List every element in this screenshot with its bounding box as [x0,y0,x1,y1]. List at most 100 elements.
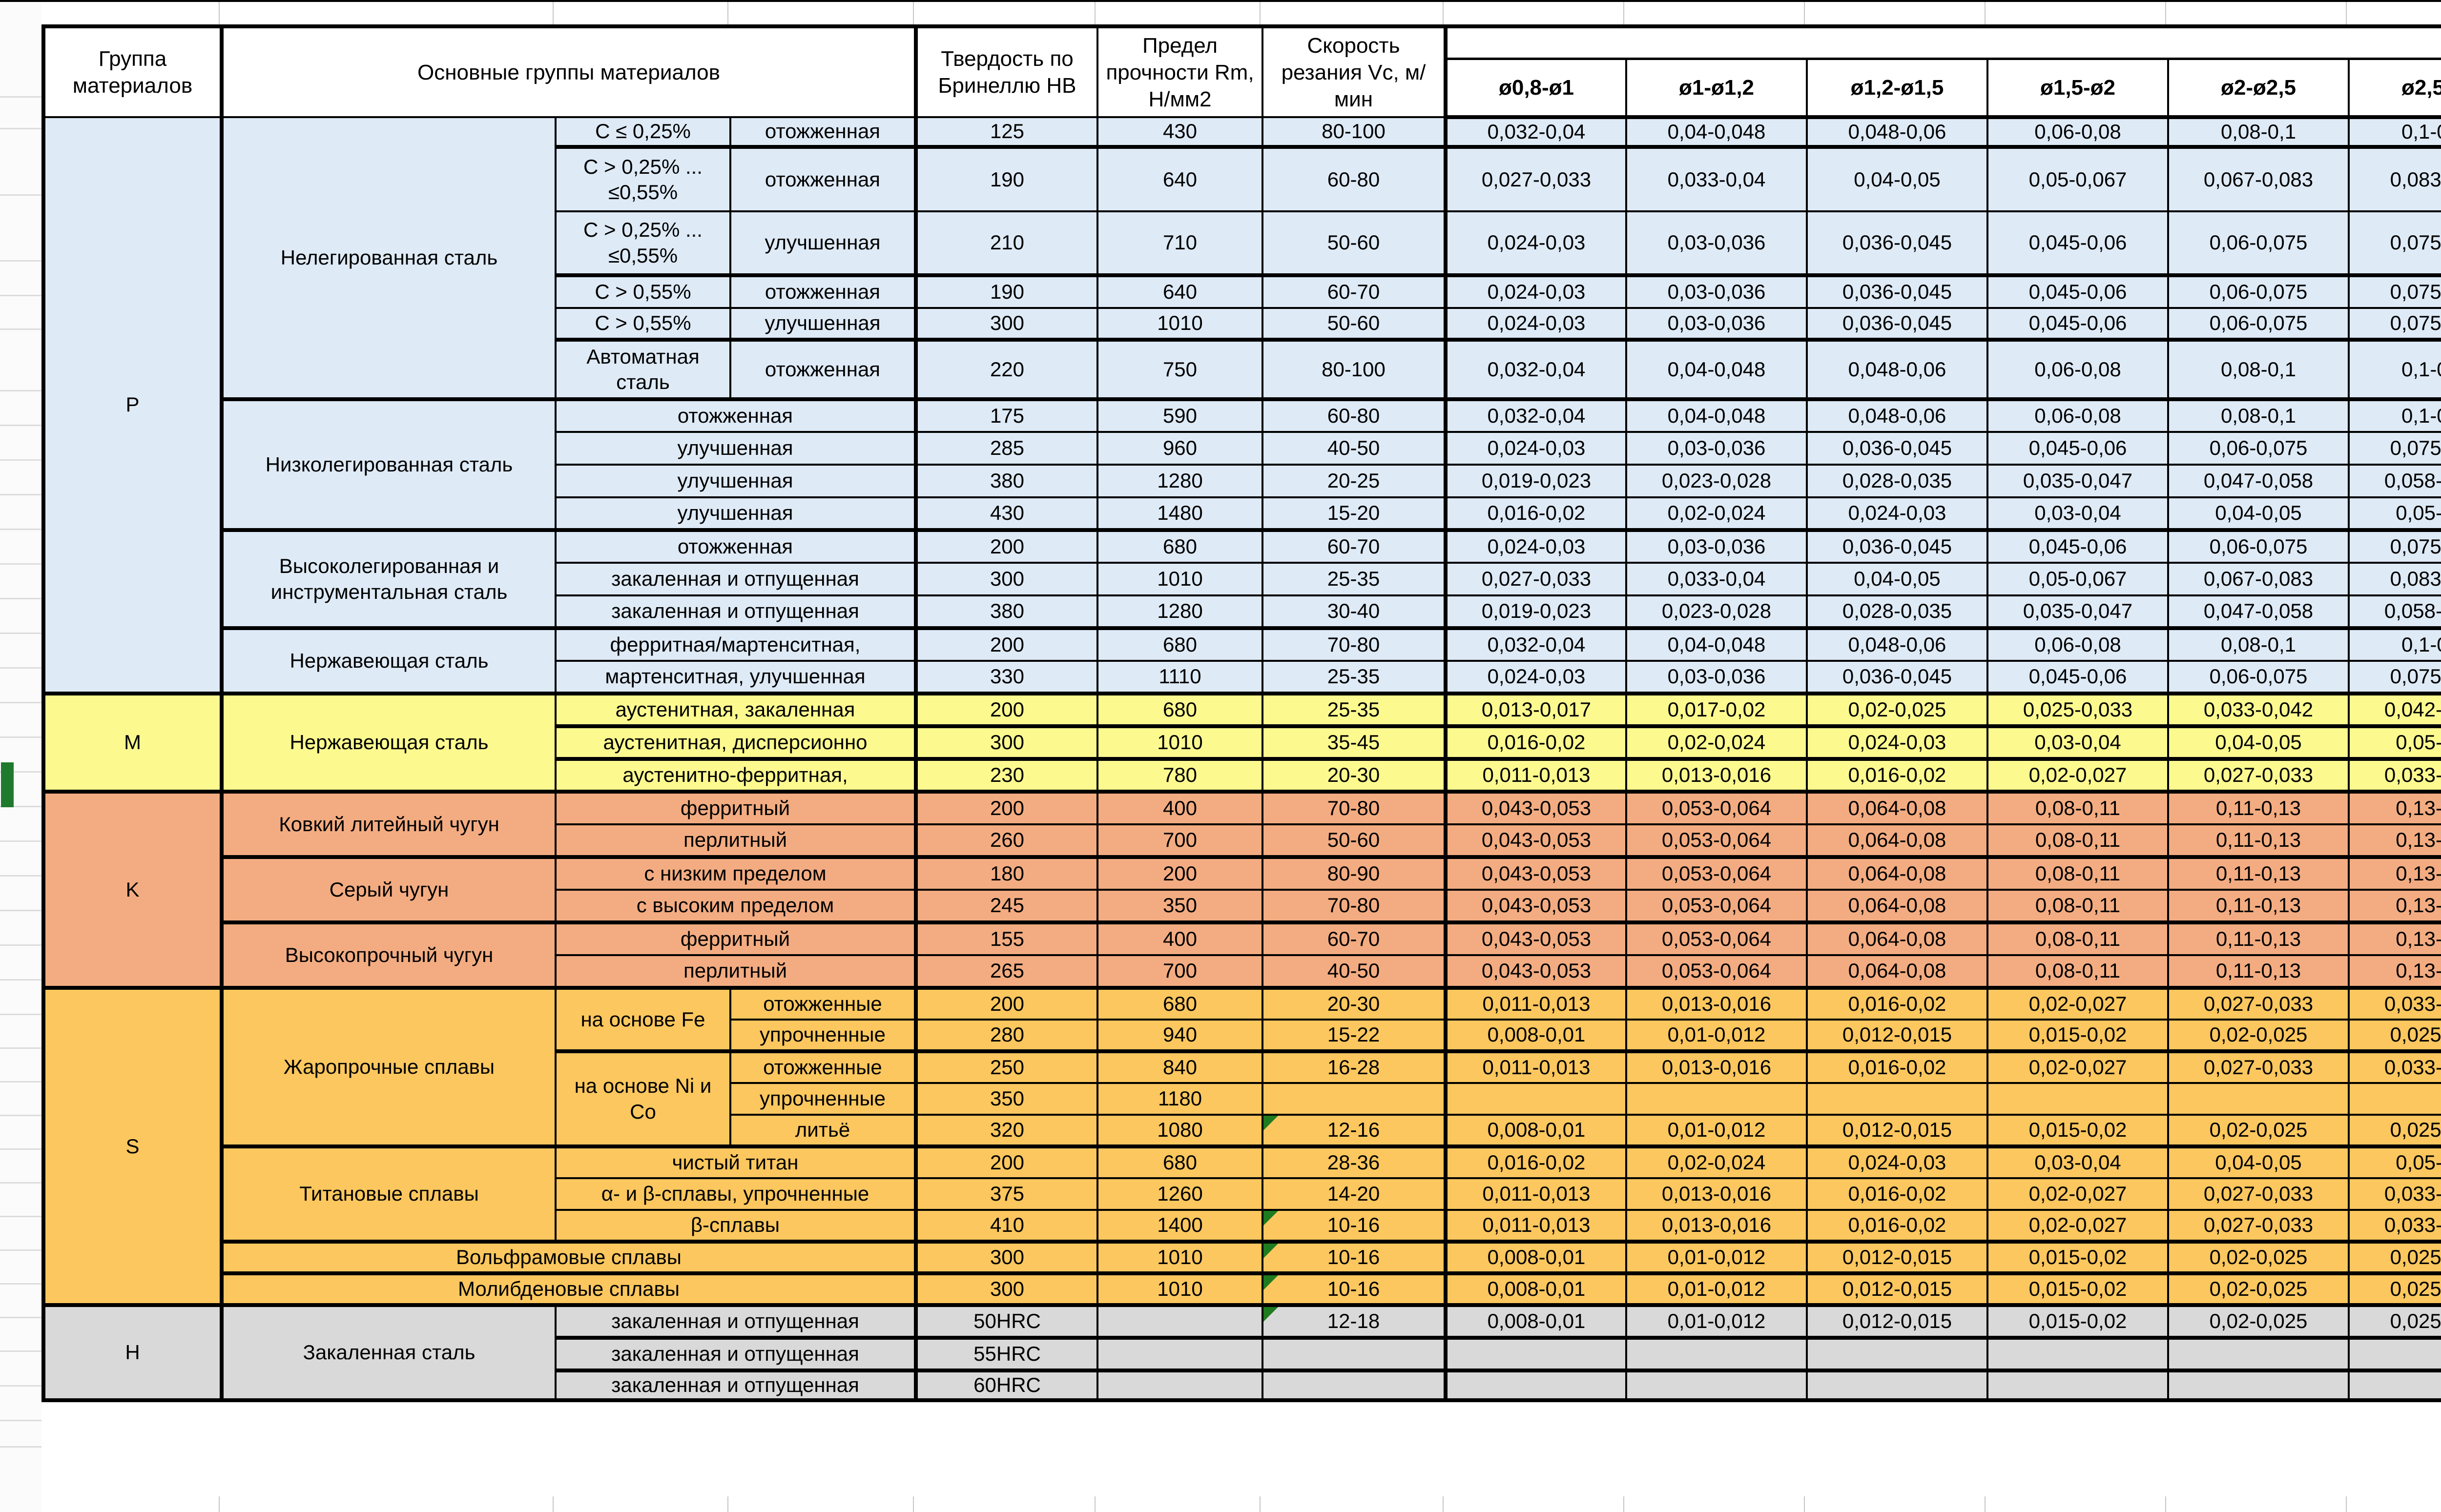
feed-cell[interactable]: 0,025-0,04 [2348,1019,2441,1052]
feed-cell[interactable]: 0,03-0,036 [1625,528,1808,564]
speed-cell[interactable]: 25-35 [1262,660,1447,695]
feed-cell[interactable]: 0,02-0,024 [1625,724,1808,760]
header-diameter-1,5-2[interactable]: ø1,5-ø2 [1986,58,2169,119]
speed-cell[interactable]: 25-35 [1262,562,1447,596]
feed-cell[interactable]: 0,008-0,01 [1444,1271,1627,1306]
feed-cell[interactable]: 0,02-0,024 [1625,496,1808,531]
hardness-cell[interactable]: 300 [914,307,1098,341]
feed-cell[interactable]: 0,08-0,11 [1986,954,2169,989]
hardness-cell[interactable]: 190 [914,273,1098,309]
family-cell[interactable]: Нержавеющая сталь [221,692,557,793]
treatment-cell[interactable]: отожженная [729,116,917,148]
family-cell[interactable]: Нелегированная сталь [221,116,557,400]
feed-cell[interactable]: 0,035-0,047 [1986,464,2169,498]
feed-cell[interactable]: 0,01-0,012 [1625,1114,1808,1147]
feed-cell[interactable]: 0,11-0,13 [2167,855,2350,891]
feed-cell[interactable]: 0,036-0,045 [1806,273,1988,309]
family-cell[interactable]: Серый чугун [221,855,557,923]
feed-cell[interactable]: 0,08-0,11 [1986,855,2169,891]
feed-cell[interactable]: 0,04-0,05 [2167,724,2350,760]
speed-cell[interactable]: 15-20 [1262,496,1447,531]
feed-cell[interactable]: 0,075-0,12 [2348,210,2441,276]
feed-cell[interactable]: 0,058-0,093 [2348,464,2441,498]
feed-cell[interactable]: 0,019-0,023 [1444,464,1627,498]
feed-cell[interactable]: 0,053-0,064 [1625,855,1808,891]
treatment-cell[interactable]: с низким пределом [555,855,917,891]
subgroup-cell[interactable]: на основе Ni и Co [555,1049,731,1147]
feed-cell[interactable]: 0,1-0,16 [2348,626,2441,662]
strength-cell[interactable]: 680 [1096,626,1263,662]
feed-cell[interactable]: 0,028-0,035 [1806,464,1988,498]
feed-cell[interactable]: 0,042-0,067 [2348,692,2441,727]
feed-cell[interactable]: 0,015-0,02 [1986,1271,2169,1306]
treatment-cell[interactable]: перлитный [555,823,917,858]
header-diameter-1,2-1,5[interactable]: ø1,2-ø1,5 [1806,58,1988,119]
strength-cell[interactable]: 430 [1096,116,1263,148]
feed-cell[interactable]: 0,1-0,16 [2348,397,2441,433]
feed-cell[interactable]: 0,016-0,02 [1806,1177,1988,1211]
feed-cell[interactable]: 0,06-0,075 [2167,273,2350,309]
strength-cell[interactable]: 1400 [1096,1209,1263,1243]
treatment-cell[interactable]: α- и β-сплавы, упрочненные [555,1177,917,1211]
subgroup-cell[interactable]: C > 0,55% [555,273,731,309]
feed-cell[interactable]: 0,04-0,05 [1806,145,1988,212]
feed-cell[interactable]: 0,08-0,11 [1986,823,2169,858]
speed-cell[interactable]: 70-80 [1262,889,1447,923]
speed-cell[interactable]: 20-30 [1262,986,1447,1021]
feed-cell[interactable]: 0,1-0,16 [2348,116,2441,148]
family-cell[interactable]: Высоколегированная и инструментальная ст… [221,528,557,629]
feed-cell[interactable] [2167,1082,2350,1116]
feed-cell[interactable]: 0,01-0,012 [1625,1271,1808,1306]
feed-cell[interactable]: 0,02-0,027 [1986,1209,2169,1243]
feed-cell[interactable]: 0,04-0,048 [1625,338,1808,400]
subgroup-cell[interactable]: C > 0,25% ... ≤0,55% [555,210,731,276]
treatment-cell[interactable]: улучшенная [729,307,917,341]
feed-cell[interactable]: 0,047-0,058 [2167,464,2350,498]
treatment-cell[interactable]: ферритный [555,790,917,825]
feed-cell[interactable]: 0,033-0,042 [2167,692,2350,727]
feed-cell[interactable]: 0,04-0,048 [1625,116,1808,148]
strength-cell[interactable]: 1180 [1096,1082,1263,1116]
feed-cell[interactable]: 0,015-0,02 [1986,1114,2169,1147]
strength-cell[interactable]: 680 [1096,1144,1263,1179]
feed-cell[interactable]: 0,11-0,13 [2167,920,2350,956]
hardness-cell[interactable]: 60HRC [914,1369,1098,1401]
treatment-cell[interactable]: с высоким пределом [555,889,917,923]
speed-cell[interactable]: 40-50 [1262,431,1447,466]
feed-cell[interactable] [2348,1369,2441,1401]
treatment-cell[interactable]: мартенситная, улучшенная [555,660,917,695]
feed-cell[interactable]: 0,13-0,21 [2348,823,2441,858]
feed-cell[interactable]: 0,083-0,13 [2348,562,2441,596]
feed-cell[interactable]: 0,011-0,013 [1444,757,1627,793]
feed-cell[interactable]: 0,024-0,03 [1806,1144,1988,1179]
feed-cell[interactable]: 0,045-0,06 [1986,431,2169,466]
feed-cell[interactable]: 0,075-0,12 [2348,307,2441,341]
feed-cell[interactable]: 0,02-0,025 [2167,1019,2350,1052]
feed-cell[interactable]: 0,024-0,03 [1444,307,1627,341]
feed-cell[interactable]: 0,067-0,083 [2167,562,2350,596]
feed-cell[interactable]: 0,045-0,06 [1986,307,2169,341]
strength-cell[interactable] [1096,1303,1263,1339]
feed-cell[interactable]: 0,025-0,04 [2348,1114,2441,1147]
feed-cell[interactable]: 0,06-0,08 [1986,626,2169,662]
treatment-cell[interactable]: отожженная [729,145,917,212]
feed-cell[interactable]: 0,08-0,1 [2167,626,2350,662]
strength-cell[interactable]: 1280 [1096,464,1263,498]
feed-cell[interactable]: 0,13-0,21 [2348,790,2441,825]
feed-cell[interactable]: 0,036-0,045 [1806,431,1988,466]
hardness-cell[interactable]: 200 [914,528,1098,564]
feed-cell[interactable]: 0,03-0,04 [1986,496,2169,531]
feed-cell[interactable]: 0,023-0,028 [1625,464,1808,498]
feed-cell[interactable]: 0,011-0,013 [1444,986,1627,1021]
feed-cell[interactable]: 0,03-0,04 [1986,724,2169,760]
feed-cell[interactable]: 0,024-0,03 [1806,496,1988,531]
feed-cell[interactable]: 0,016-0,02 [1444,1144,1627,1179]
speed-cell[interactable]: 20-30 [1262,757,1447,793]
feed-cell[interactable]: 0,06-0,075 [2167,528,2350,564]
feed-cell[interactable]: 0,013-0,017 [1444,692,1627,727]
family-cell[interactable]: Высокопрочный чугун [221,920,557,989]
feed-cell[interactable]: 0,027-0,033 [1444,562,1627,596]
feed-cell[interactable]: 0,03-0,04 [1986,1144,2169,1179]
header-diameter-2,5-4[interactable]: ø2,5-ø4 [2348,58,2441,119]
feed-cell[interactable]: 0,064-0,08 [1806,823,1988,858]
